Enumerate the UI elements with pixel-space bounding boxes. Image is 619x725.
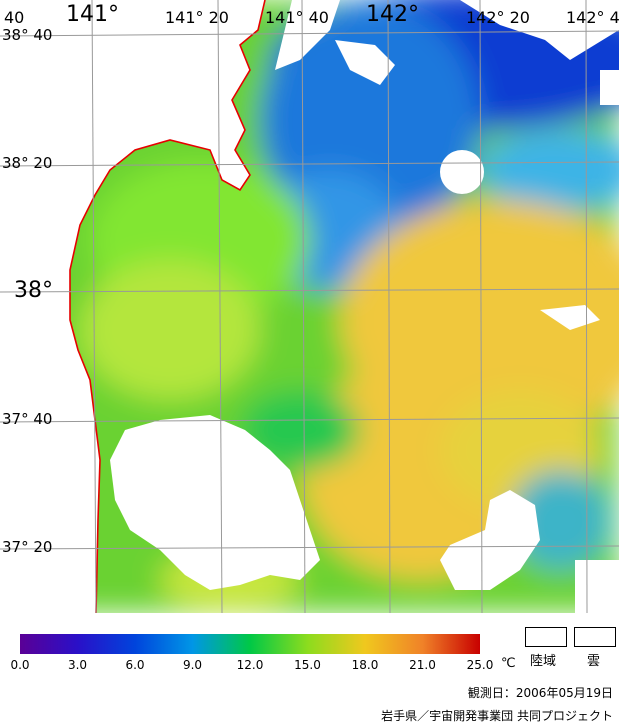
graticule xyxy=(0,0,619,613)
lat-label-37-40: 37° 40 xyxy=(2,410,53,428)
lat-label-37-20: 37° 20 xyxy=(2,538,53,556)
scale-tick-label: 3.0 xyxy=(67,658,88,672)
sea-surface-temperature-map xyxy=(0,0,619,613)
temperature-color-scale xyxy=(20,634,480,654)
lat-label-38: 38° xyxy=(14,278,53,303)
scale-tick-label: 6.0 xyxy=(125,658,145,672)
lat-label-38-20: 38° 20 xyxy=(2,154,53,172)
unit-label: ℃ xyxy=(501,656,516,671)
scale-tick-label: 21.0 xyxy=(409,658,436,672)
corner-label: 40 xyxy=(4,8,25,27)
sst-field xyxy=(0,0,619,613)
scale-tick-label: 12.0 xyxy=(236,658,264,672)
cloud-legend-swatch xyxy=(574,627,616,647)
scale-tick-label: 18.0 xyxy=(351,658,379,672)
lon-label-141: 141° xyxy=(66,2,119,27)
cloud-legend-label: 雲 xyxy=(587,654,601,669)
land-legend-label: 陸域 xyxy=(530,654,557,669)
lon-label-142: 142° xyxy=(366,2,419,27)
lon-label-141-20: 141° 20 xyxy=(165,8,229,27)
coastline xyxy=(69,0,266,613)
lat-label-38-40: 38° 40 xyxy=(2,26,53,44)
observation-date: 観測日：2006年05月19日 xyxy=(467,686,613,700)
scale-tick-label: 0.0 xyxy=(10,658,30,672)
lon-label-142-20: 142° 20 xyxy=(466,8,530,27)
scale-tick-label: 15.0 xyxy=(294,658,321,672)
land-and-cloud-mask xyxy=(0,0,619,613)
lon-label-142-40: 142° 40 xyxy=(566,8,619,27)
scale-tick-label: 9.0 xyxy=(182,658,203,672)
credit-text: 岩手県／宇宙開発事業団 共同プロジェクト xyxy=(381,709,613,723)
scale-tick-label: 25.0 xyxy=(466,658,494,672)
lon-label-141-40: 141° 40 xyxy=(265,8,329,27)
land-legend-swatch xyxy=(525,627,567,647)
